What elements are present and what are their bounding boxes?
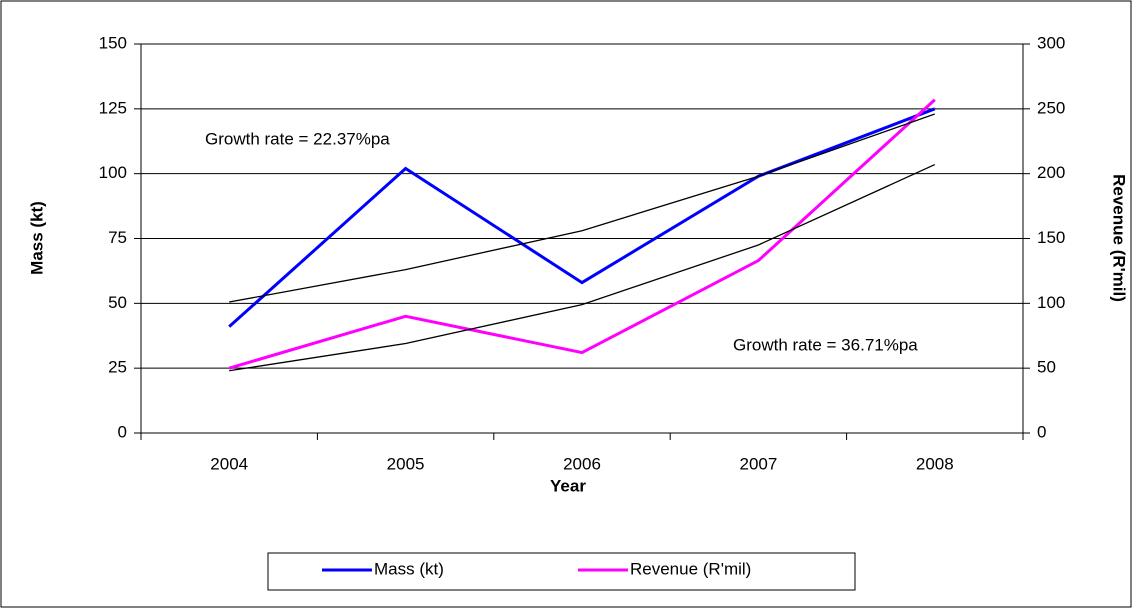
y2-tick-label: 200 [1037, 163, 1065, 182]
x-axis-title: Year [550, 476, 586, 495]
trend-line [229, 113, 936, 303]
y-tick-label: 75 [108, 228, 127, 247]
data-line [228, 107, 936, 328]
x-tick-label: 2008 [916, 454, 954, 473]
y2-tick-label: 150 [1037, 228, 1065, 247]
x-tick-label: 2005 [387, 454, 425, 473]
y-tick-label: 150 [99, 33, 127, 52]
annotation: Growth rate = 36.71%pa [733, 335, 918, 354]
y2-tick-label: 250 [1037, 98, 1065, 117]
x-tick-label: 2006 [563, 454, 601, 473]
y2-tick-label: 100 [1037, 293, 1065, 312]
x-tick-label: 2007 [739, 454, 777, 473]
x-tick-label: 2004 [210, 454, 248, 473]
y-tick-label: 125 [99, 98, 127, 117]
legend-label: Revenue (R'mil) [630, 559, 751, 578]
legend-label: Mass (kt) [374, 559, 444, 578]
data-line [228, 98, 936, 370]
y2-tick-label: 0 [1037, 422, 1046, 441]
y-tick-label: 0 [118, 422, 127, 441]
y-tick-label: 50 [108, 293, 127, 312]
y2-tick-label: 50 [1037, 358, 1056, 377]
y2-axis-title: Revenue (R'mil) [1110, 174, 1129, 302]
y-tick-label: 100 [99, 163, 127, 182]
annotation: Growth rate = 22.37%pa [205, 129, 390, 148]
y2-tick-label: 300 [1037, 33, 1065, 52]
y-tick-label: 25 [108, 358, 127, 377]
trend-line [229, 163, 936, 372]
y-axis-title: Mass (kt) [27, 201, 46, 275]
